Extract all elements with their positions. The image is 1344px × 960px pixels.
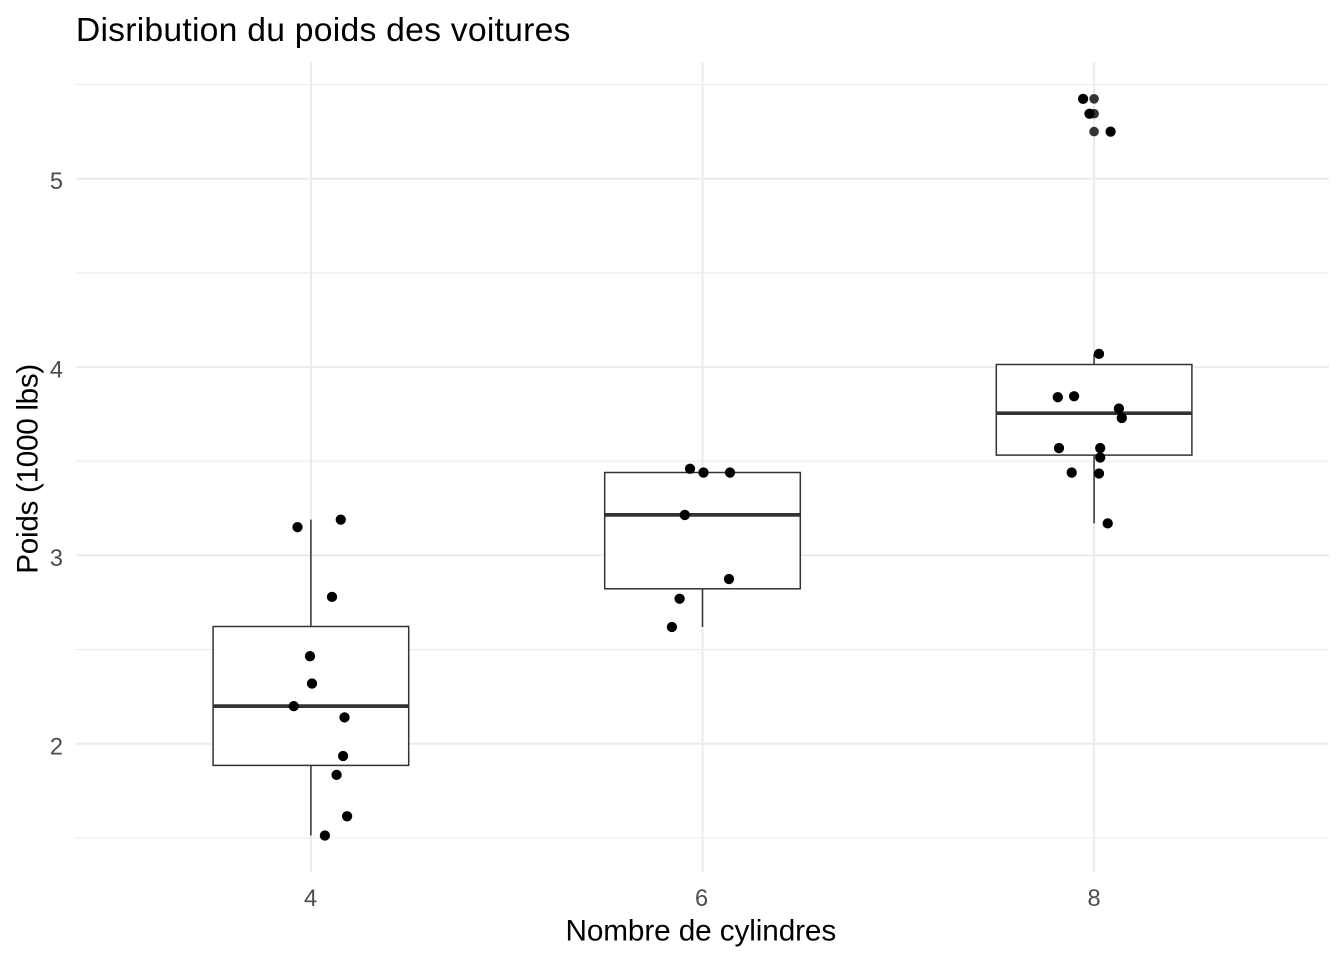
svg-text:5: 5 [50, 169, 63, 195]
svg-text:Disribution du poids des voitu: Disribution du poids des voitures [76, 11, 571, 49]
svg-text:4: 4 [50, 358, 63, 384]
svg-text:3: 3 [50, 546, 63, 572]
svg-text:6: 6 [695, 886, 708, 912]
svg-text:Nombre de cylindres: Nombre de cylindres [566, 914, 837, 947]
svg-text:8: 8 [1088, 886, 1101, 912]
svg-text:Poids (1000 lbs): Poids (1000 lbs) [11, 364, 44, 574]
svg-text:2: 2 [50, 734, 63, 760]
svg-text:4: 4 [304, 886, 317, 912]
